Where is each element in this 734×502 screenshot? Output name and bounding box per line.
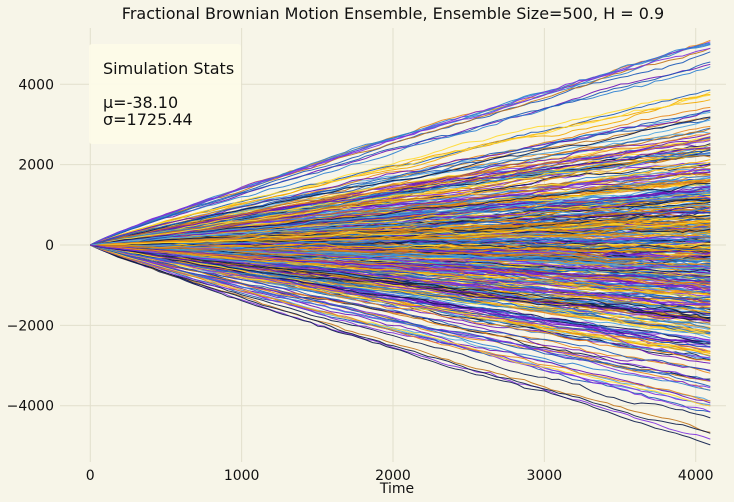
- x-tick-label: 1000: [224, 468, 260, 484]
- series-line: [90, 161, 711, 246]
- series-group: [90, 39, 711, 446]
- axes: 0 1000 2000 3000 4000 −4000 −2000 0 2000 4000: [7, 77, 714, 484]
- series-line: [90, 66, 711, 246]
- series-line: [90, 47, 711, 246]
- series-line: [90, 244, 711, 434]
- series-line: [90, 116, 711, 246]
- series-line: [90, 94, 711, 246]
- series-line: [90, 244, 711, 402]
- series-line: [90, 220, 711, 246]
- x-tick-label: 2000: [375, 468, 411, 484]
- stats-box-background: [89, 44, 241, 144]
- y-tick-label: 2000: [18, 158, 54, 174]
- series-line: [90, 244, 711, 262]
- chart-title: Fractional Brownian Motion Ensemble, Ens…: [122, 4, 664, 23]
- series-line: [90, 192, 711, 246]
- y-tick-label: 0: [45, 238, 54, 254]
- series-line: [90, 244, 711, 322]
- series-line: [90, 244, 711, 286]
- series-line: [90, 236, 711, 246]
- series-line: [90, 119, 711, 246]
- series-line: [90, 239, 711, 251]
- series-line: [90, 244, 711, 293]
- x-tick-label: 4000: [678, 468, 714, 484]
- stats-heading: Simulation Stats: [103, 59, 234, 78]
- x-axis-label: Time: [379, 481, 414, 497]
- series-line: [90, 244, 711, 413]
- series-line: [90, 128, 711, 246]
- series-line: [90, 244, 711, 315]
- y-tick-label: 4000: [18, 77, 54, 93]
- x-tick-label: 0: [86, 468, 95, 484]
- series-line: [90, 244, 711, 419]
- series-line: [90, 244, 711, 282]
- series-line: [90, 244, 711, 433]
- series-line: [90, 244, 711, 337]
- series-line: [90, 193, 711, 246]
- y-tick-label: −4000: [7, 399, 54, 415]
- series-line: [90, 224, 711, 246]
- series-line: [90, 244, 711, 260]
- series-line: [90, 244, 711, 306]
- series-line: [90, 139, 711, 246]
- series-line: [90, 143, 711, 246]
- series-line: [90, 244, 711, 359]
- series-line: [90, 109, 711, 246]
- stats-std: σ=1725.44: [103, 110, 193, 129]
- series-line: [90, 47, 711, 246]
- series-line: [90, 244, 711, 343]
- series-line: [90, 149, 711, 246]
- y-tick-label: −2000: [7, 318, 54, 334]
- stats-mean: μ=-38.10: [103, 93, 178, 112]
- series-line: [90, 110, 711, 246]
- series-line: [90, 244, 711, 372]
- series-line: [90, 244, 711, 296]
- simulation-stats-box: Simulation Stats μ=-38.10 σ=1725.44: [89, 44, 241, 144]
- series-line: [90, 106, 711, 246]
- series-line: [90, 147, 711, 246]
- series-line: [90, 244, 711, 387]
- series-line: [90, 41, 711, 246]
- series-line: [90, 243, 711, 253]
- series-line: [90, 61, 711, 246]
- series-line: [90, 190, 711, 246]
- series-line: [90, 244, 711, 446]
- x-tick-label: 3000: [527, 468, 563, 484]
- series-line: [90, 244, 711, 344]
- series-line: [90, 171, 711, 246]
- series-line: [90, 219, 711, 246]
